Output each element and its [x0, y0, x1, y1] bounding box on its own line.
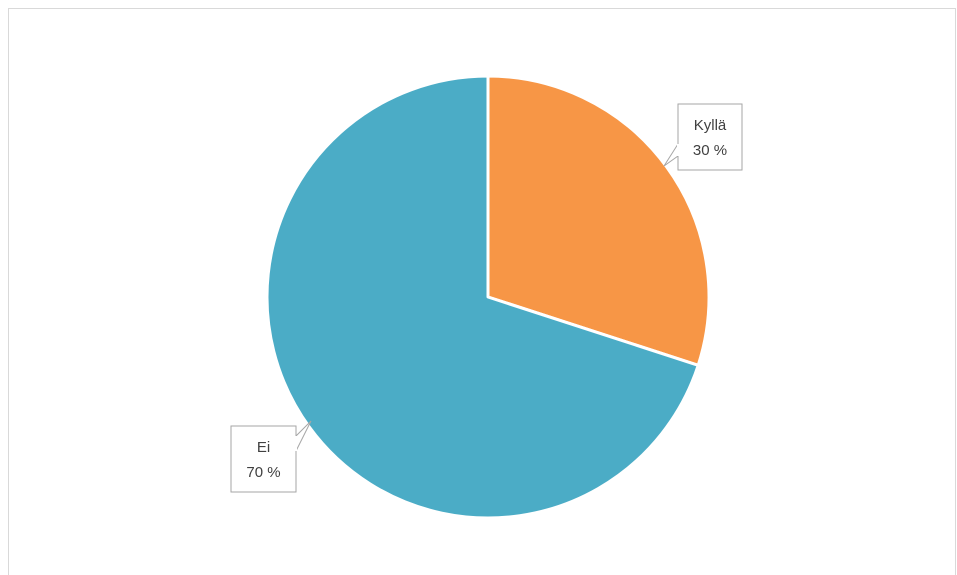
callout-pointer: [663, 142, 679, 167]
data-label-category: Ei: [257, 439, 270, 456]
pie-slices: [265, 74, 711, 520]
callout-box: [677, 103, 743, 171]
pie-slice-ei: [265, 74, 700, 520]
pie-slice-kyll-: [486, 74, 711, 367]
data-label-callouts: Kyllä 30 % Ei 70 %: [230, 103, 743, 493]
data-label-value: 30 %: [693, 142, 727, 159]
callout-pointer: [295, 420, 312, 452]
callout-box: [230, 425, 297, 493]
data-label-value: 70 %: [246, 464, 280, 481]
data-label-kyll-: Kyllä 30 %: [663, 103, 743, 171]
data-label-ei: Ei 70 %: [230, 420, 312, 493]
data-label-category: Kyllä: [694, 117, 727, 134]
